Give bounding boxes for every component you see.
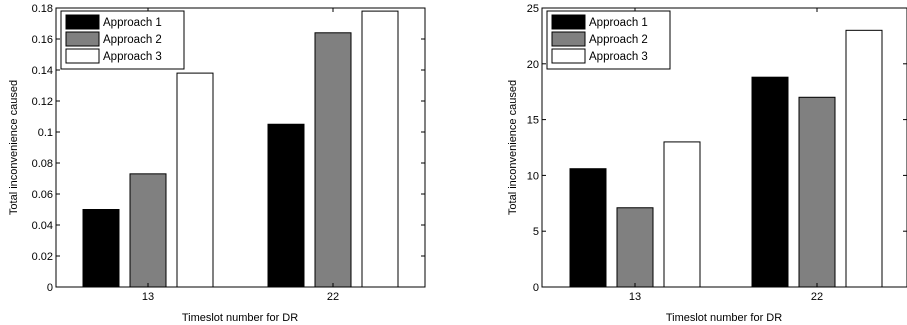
bar-approach-2-22: [314, 32, 352, 288]
bar-approach-3-22: [361, 10, 399, 288]
bar-approach-1-13: [569, 168, 607, 288]
y-tick-label: 0.12: [32, 96, 53, 108]
y-tick-label: 0.02: [32, 251, 53, 263]
x-axis-label: Timeslot number for DR: [666, 312, 782, 324]
x-axis-label: Timeslot number for DR: [182, 312, 298, 324]
axes-frame: [541, 7, 907, 288]
legend-label-1: Approach 1: [589, 17, 648, 29]
legend: Approach 1 Approach 2 Approach 3: [60, 10, 185, 70]
chart-left: 0 0.02 0.04 0.06 0.08 0.1 0.12 0.14 0.16 0.18 13 22…: [8, 3, 426, 324]
y-tick-label: 25: [527, 3, 539, 15]
legend-swatch-3: [551, 48, 586, 64]
y-tick-label: 0.1: [38, 127, 53, 139]
bar-approach-1-22: [267, 123, 305, 288]
bar-approach-1-22: [751, 76, 789, 288]
x-tick-label: 13: [142, 291, 154, 303]
x-tick-label: 22: [811, 291, 823, 303]
bar-approach-2-13: [616, 207, 654, 288]
y-axis-label: Total inconvenience caused: [507, 80, 519, 215]
y-tick-label: 0.08: [32, 158, 53, 170]
y-axis-label: Total inconvenience caused: [8, 80, 20, 215]
y-tick-label: 5: [533, 226, 539, 238]
axes-frame: [55, 7, 426, 288]
y-tick-label: 10: [527, 170, 539, 182]
y-tick-label: 20: [527, 59, 539, 71]
chart-right: 0 5 10 15 20 25 13 22 Timeslot number for DR Tota…: [507, 3, 907, 324]
bar-approach-1-13: [82, 209, 120, 288]
bar-approach-3-13: [663, 141, 701, 288]
y-tick-label: 0.16: [32, 34, 53, 46]
bar-approach-2-13: [129, 173, 167, 288]
y-tick-label: 15: [527, 115, 539, 127]
legend-swatch-2: [551, 31, 586, 47]
x-tick-label: 22: [327, 291, 339, 303]
x-tick-label: 13: [629, 291, 641, 303]
legend-label-2: Approach 2: [103, 34, 162, 46]
y-tick-label: 0.18: [32, 3, 53, 15]
y-tick-label: 0.14: [32, 65, 53, 77]
legend: Approach 1 Approach 2 Approach 3: [546, 10, 671, 70]
legend-label-2: Approach 2: [589, 34, 648, 46]
legend-swatch-1: [551, 14, 586, 30]
y-tick-label: 0: [533, 282, 539, 294]
legend-label-3: Approach 3: [589, 51, 648, 63]
legend-label-3: Approach 3: [103, 51, 162, 63]
legend-swatch-1: [65, 14, 100, 30]
bar-approach-2-22: [798, 96, 836, 288]
y-tick-label: 0: [47, 282, 53, 294]
y-tick-label: 0.06: [32, 189, 53, 201]
y-tick-label: 0.04: [32, 220, 53, 232]
bar-approach-3-22: [845, 29, 883, 288]
legend-swatch-2: [65, 31, 100, 47]
legend-label-1: Approach 1: [103, 17, 162, 29]
legend-swatch-3: [65, 48, 100, 64]
bar-approach-3-13: [176, 72, 214, 288]
